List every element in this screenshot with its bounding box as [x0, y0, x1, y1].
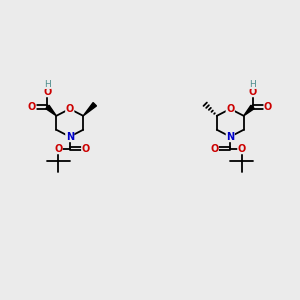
Text: O: O — [66, 104, 74, 114]
Text: O: O — [226, 104, 234, 114]
Text: O: O — [264, 102, 272, 112]
Polygon shape — [244, 105, 254, 116]
Text: H: H — [44, 80, 51, 88]
Text: O: O — [82, 144, 90, 154]
Text: H: H — [249, 80, 256, 88]
Text: O: O — [210, 144, 218, 154]
Polygon shape — [46, 105, 56, 116]
Text: O: O — [28, 102, 36, 112]
Text: O: O — [248, 87, 257, 97]
Text: N: N — [66, 132, 74, 142]
Text: O: O — [43, 87, 52, 97]
Polygon shape — [83, 103, 97, 116]
Text: N: N — [226, 132, 234, 142]
Text: O: O — [54, 144, 62, 154]
Text: O: O — [238, 144, 246, 154]
